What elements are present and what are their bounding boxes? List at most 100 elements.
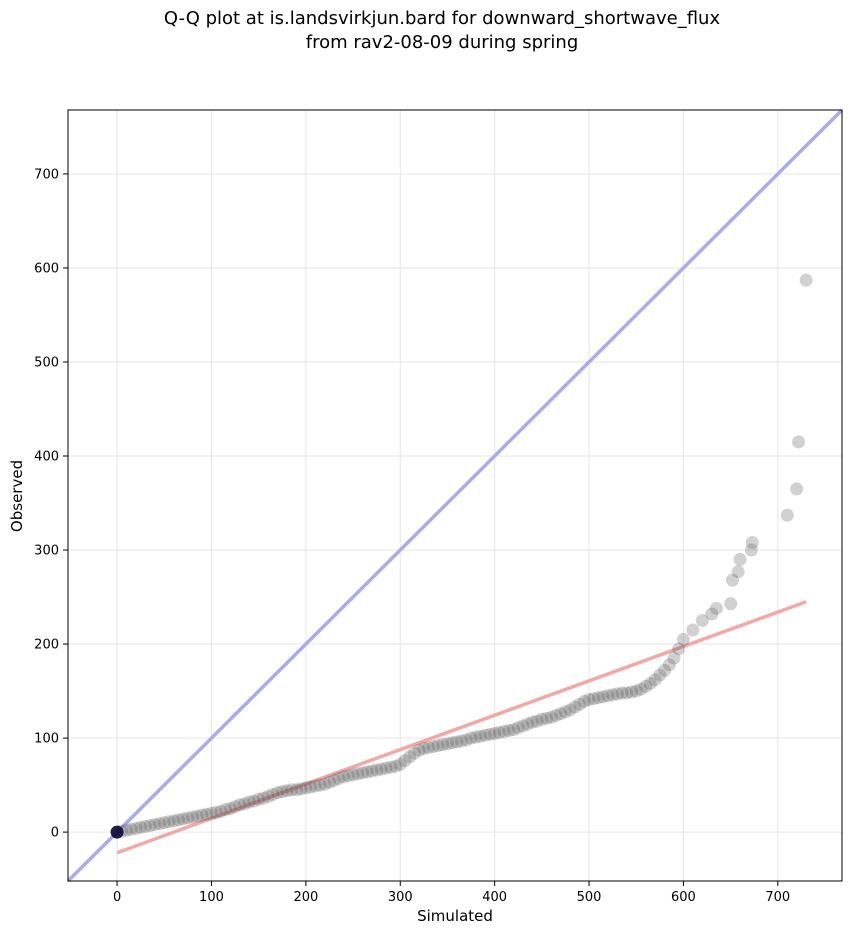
data-point (591, 691, 605, 705)
fit-line (116, 600, 807, 855)
data-point (124, 822, 138, 836)
data-point (370, 763, 384, 777)
data-point (426, 740, 440, 754)
data-point (384, 760, 398, 774)
data-point (563, 703, 577, 717)
data-point (582, 693, 596, 707)
data-point (275, 785, 289, 799)
data-point (304, 780, 318, 794)
data-point (658, 663, 672, 677)
data-point (129, 821, 143, 835)
data-point (724, 597, 738, 611)
data-point (223, 802, 237, 816)
data-point (587, 692, 601, 706)
grid-lines (68, 110, 842, 881)
data-point (568, 700, 582, 714)
data-point (280, 784, 294, 798)
data-point (332, 772, 346, 786)
data-point (176, 812, 190, 826)
y-tick-label: 400 (34, 450, 59, 465)
reference-lines (66, 108, 844, 883)
data-point (374, 762, 388, 776)
data-point (686, 623, 700, 637)
data-point (667, 651, 681, 665)
data-point (606, 688, 620, 702)
y-tick-label: 200 (34, 638, 59, 653)
data-point (181, 811, 195, 825)
data-point (219, 803, 233, 817)
data-point (313, 778, 327, 792)
data-point (540, 711, 554, 725)
x-tick-label: 100 (199, 890, 224, 905)
data-point (790, 482, 804, 496)
data-point (299, 781, 313, 795)
y-tick-label: 300 (34, 544, 59, 559)
data-point (242, 795, 256, 809)
data-point (162, 815, 176, 829)
data-point (417, 741, 431, 755)
data-point (662, 658, 676, 672)
data-point (648, 673, 662, 687)
data-point (389, 759, 403, 773)
data-point (507, 723, 521, 737)
data-point (341, 769, 355, 783)
data-point (214, 804, 228, 818)
x-tick-label: 0 (113, 890, 121, 905)
data-point (634, 682, 648, 696)
data-point (247, 794, 261, 808)
data-point (289, 783, 303, 797)
data-point (412, 743, 426, 757)
y-tick-label: 600 (34, 261, 59, 276)
data-point (473, 729, 487, 743)
data-point (322, 775, 336, 789)
y-tick-label: 500 (34, 355, 59, 370)
data-point (228, 800, 242, 814)
data-point (792, 435, 806, 449)
data-point (440, 737, 454, 751)
data-point (450, 735, 464, 749)
x-tick-label: 600 (671, 890, 696, 905)
data-point (186, 810, 200, 824)
data-point (483, 727, 497, 741)
data-point (422, 740, 436, 754)
data-point (726, 573, 740, 587)
data-point (256, 791, 270, 805)
data-point (285, 783, 299, 797)
data-point (294, 782, 308, 796)
data-point (615, 686, 629, 700)
data-point (573, 697, 587, 711)
data-point (780, 508, 794, 522)
data-point (577, 694, 591, 708)
data-point (171, 813, 185, 827)
data-point (530, 714, 544, 728)
data-point (355, 766, 369, 780)
data-point (497, 725, 511, 739)
data-point (143, 819, 157, 833)
data-point (190, 809, 204, 823)
data-point (398, 754, 412, 768)
data-point (601, 689, 615, 703)
y-tick-label: 700 (34, 167, 59, 182)
data-point (365, 764, 379, 778)
data-point (620, 686, 634, 700)
data-point (695, 614, 709, 628)
data-point (653, 668, 667, 682)
x-tick-label: 300 (388, 890, 413, 905)
data-point (639, 679, 653, 693)
data-point (709, 601, 723, 615)
data-point (549, 709, 563, 723)
data-point (351, 767, 365, 781)
data-point (535, 712, 549, 726)
data-point (308, 779, 322, 793)
data-point (431, 739, 445, 753)
data-point (672, 642, 686, 656)
data-point (134, 820, 148, 834)
data-point (629, 684, 643, 698)
data-point (733, 552, 747, 566)
data-point (558, 705, 572, 719)
data-point (643, 677, 657, 691)
scatter-points (110, 273, 813, 839)
data-point (544, 710, 558, 724)
x-axis-label: Simulated (417, 907, 493, 925)
